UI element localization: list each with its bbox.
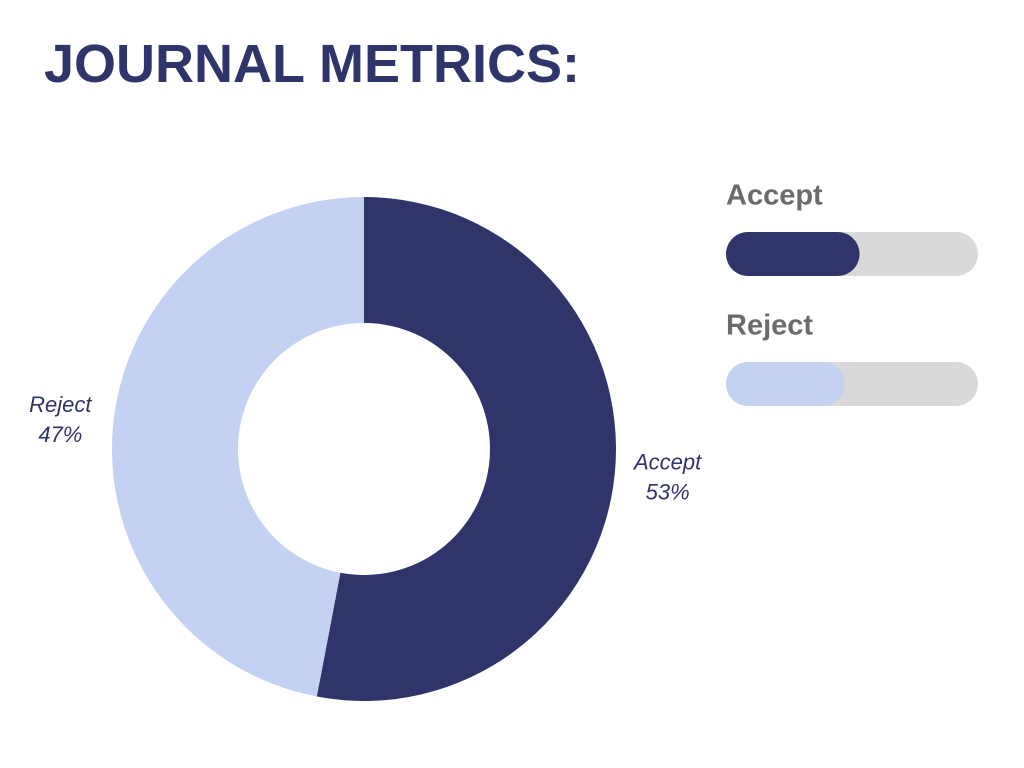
slice-value-label: 53% xyxy=(646,480,690,505)
slice-label: Accept xyxy=(632,450,702,475)
progress-bar xyxy=(726,232,860,276)
legend-label: Accept xyxy=(726,180,823,212)
donut-slice xyxy=(112,197,364,697)
slice-value-label: 47% xyxy=(38,422,82,447)
legend-label: Reject xyxy=(726,310,813,342)
chart-title: JOURNAL METRICS: xyxy=(44,34,580,94)
progress-bar xyxy=(726,362,845,406)
slice-label: Reject xyxy=(29,392,92,417)
donut-slice xyxy=(316,197,617,701)
